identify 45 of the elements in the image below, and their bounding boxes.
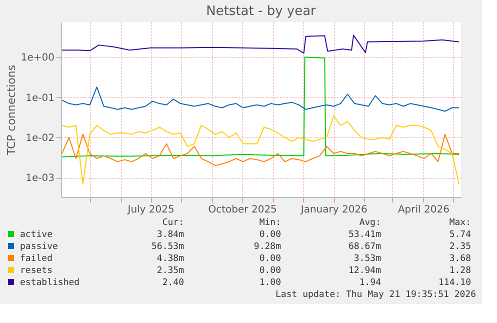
text: 56.53m (151, 242, 184, 252)
text: Cur: (162, 218, 184, 228)
y-tick-label: 1e-03 (26, 173, 54, 184)
line-series (61, 56, 460, 158)
line-series (61, 34, 460, 54)
text: Max: (449, 218, 471, 228)
text: 4.38m (156, 254, 184, 264)
text: 12.94m (348, 266, 381, 276)
text: 0.00 (259, 254, 281, 264)
y-tick-label: 1e-02 (26, 132, 54, 144)
legend-label: failed (20, 254, 53, 264)
text: 114.10 (438, 278, 471, 288)
text: Avg: (359, 218, 381, 228)
text: 2.40 (162, 278, 184, 288)
text: 1.28 (449, 266, 471, 276)
text: Last update: Thu May 21 19:35:51 2026 (276, 290, 476, 300)
text: 1.00 (259, 278, 281, 288)
line-series (61, 86, 460, 112)
x-tick-label: January 2026 (300, 204, 368, 216)
text: Min: (259, 218, 281, 228)
legend-label: established (20, 278, 80, 288)
text: 3.68 (449, 254, 471, 264)
x-tick-label: April 2026 (398, 204, 450, 216)
text: 3.53m (354, 254, 381, 264)
text: 0.00 (259, 230, 281, 240)
x-tick-label: July 2025 (126, 204, 174, 216)
text: 5.74 (449, 230, 471, 240)
line-series (61, 115, 460, 184)
text: 2.35 (449, 242, 471, 252)
line-series (61, 134, 460, 166)
text: 53.41m (348, 230, 381, 240)
text: 9.28m (254, 242, 281, 252)
legend-label: active (20, 230, 53, 240)
y-axis-title: TCP connections (4, 64, 18, 156)
text: 1.94 (359, 278, 381, 288)
text: 3.84m (156, 230, 184, 240)
legend-label: passive (20, 242, 58, 252)
x-tick-label: October 2025 (208, 204, 277, 216)
y-tick-label: 1e-01 (26, 92, 54, 104)
text: 2.35m (156, 266, 184, 276)
legend-label: resets (20, 266, 53, 276)
chart-title: Netstat - by year (206, 4, 317, 19)
text: 68.67m (348, 242, 381, 252)
y-tick-label: 1e+00 (20, 52, 54, 64)
text: 0.00 (259, 266, 281, 276)
